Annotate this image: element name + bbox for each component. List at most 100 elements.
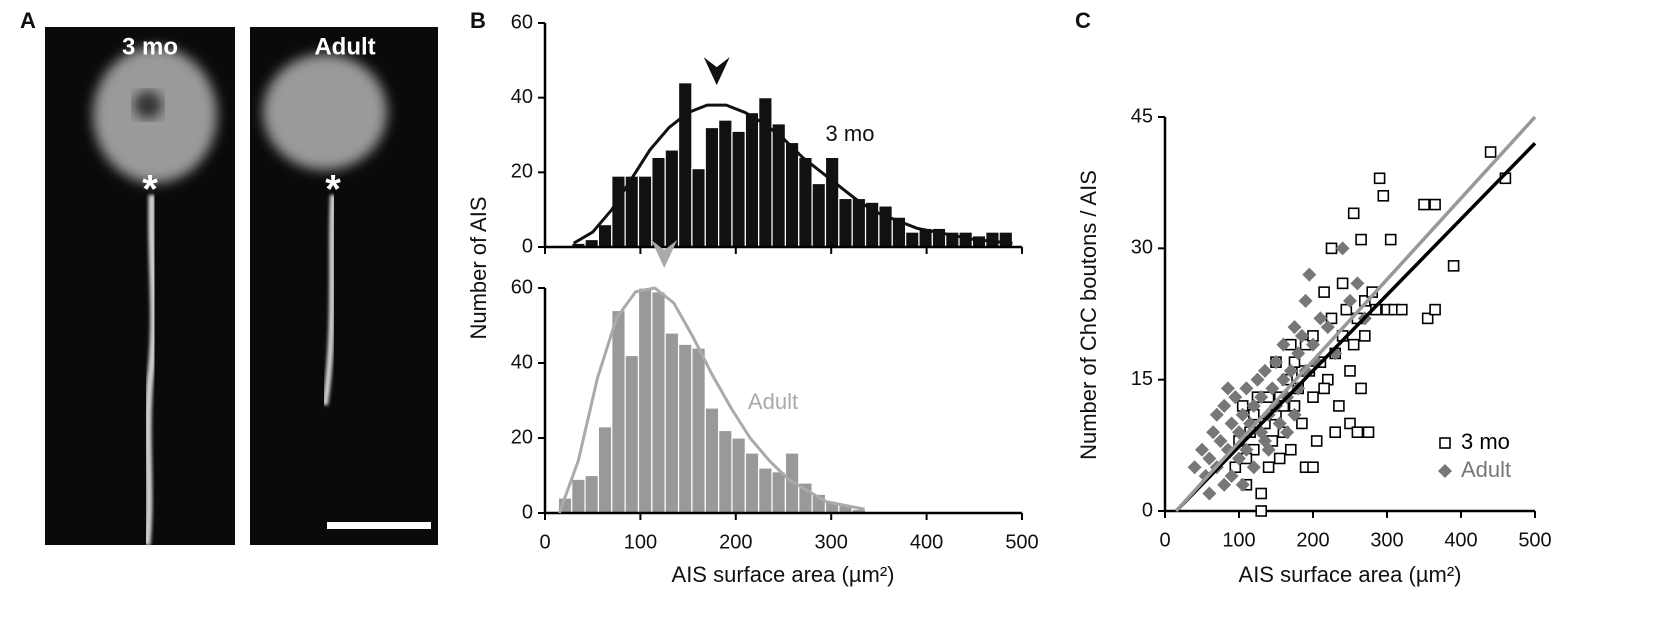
bar: [664, 332, 680, 514]
bar: [637, 175, 653, 248]
y-tick-label: 40: [511, 351, 533, 373]
peak-marker: [651, 240, 678, 268]
point: [1344, 365, 1356, 377]
x-tick-label: 200: [719, 531, 752, 553]
bar: [611, 309, 626, 514]
point: [1325, 242, 1338, 255]
x-tick-label: 300: [1370, 529, 1403, 551]
point: [1318, 382, 1330, 395]
point: [1313, 311, 1328, 326]
point: [1228, 390, 1243, 405]
point: [1239, 442, 1254, 457]
bar: [878, 205, 893, 248]
point: [1232, 451, 1246, 466]
point: [1255, 505, 1267, 517]
x-tick-label: 400: [910, 531, 943, 553]
bar: [624, 354, 640, 514]
legend-marker: [1439, 437, 1451, 449]
point: [1255, 487, 1267, 500]
y-tick-label: 20: [511, 426, 533, 448]
point: [1310, 435, 1323, 447]
point: [1246, 460, 1261, 475]
y-tick-label: 20: [511, 161, 533, 183]
point: [1291, 346, 1306, 361]
bar: [691, 347, 706, 514]
bar: [611, 175, 626, 248]
point: [1224, 468, 1239, 483]
ais-marker: *: [325, 168, 341, 212]
point: [1335, 241, 1350, 256]
micrograph: 3 mo *: [45, 27, 235, 546]
point: [1269, 398, 1283, 413]
point: [1239, 381, 1254, 396]
x-tick-label: 500: [1518, 529, 1551, 551]
legend-marker: [1438, 464, 1452, 478]
point: [1206, 425, 1221, 440]
point: [1265, 381, 1280, 396]
point: [1276, 337, 1291, 352]
bar: [637, 287, 653, 514]
point: [1355, 382, 1367, 395]
series-label: 3 mo: [826, 121, 875, 146]
series-label: Adult: [748, 389, 798, 414]
point: [1484, 146, 1497, 158]
point: [1209, 407, 1224, 422]
y-tick-label: 45: [1131, 105, 1153, 127]
point: [1250, 372, 1265, 387]
point: [1235, 477, 1250, 492]
y-tick-label: 30: [1131, 237, 1153, 259]
point: [1421, 312, 1434, 325]
point: [1362, 426, 1375, 439]
bar: [584, 474, 600, 514]
bar: [597, 426, 613, 514]
point: [1347, 338, 1360, 351]
ais-marker: *: [142, 168, 158, 212]
bar: [718, 429, 733, 514]
point: [1272, 416, 1287, 431]
bar: [744, 111, 760, 248]
point: [1246, 398, 1261, 413]
point: [1429, 303, 1441, 316]
point: [1302, 267, 1317, 282]
micrograph: Adult *: [250, 27, 438, 545]
point: [1269, 355, 1283, 370]
bar: [704, 126, 720, 248]
bar: [771, 471, 787, 514]
bar: [677, 343, 693, 514]
point: [1202, 486, 1217, 501]
point: [1447, 260, 1460, 272]
bar: [664, 149, 680, 248]
bar: [704, 407, 720, 514]
y-tick-label: 60: [511, 276, 533, 298]
point: [1213, 433, 1228, 448]
point: [1217, 477, 1232, 492]
bar: [571, 478, 586, 514]
axon: [143, 194, 158, 546]
point: [1351, 426, 1364, 439]
nucleus: [134, 91, 162, 119]
point: [1418, 198, 1430, 211]
y-tick-label: 60: [511, 11, 533, 33]
bar: [998, 231, 1014, 248]
point: [1347, 207, 1360, 220]
point: [1235, 407, 1250, 422]
point: [1359, 330, 1371, 342]
point: [1287, 320, 1302, 335]
point: [1195, 442, 1209, 457]
x-tick-label: 100: [624, 531, 657, 553]
point: [1306, 337, 1320, 352]
scale-bar: [327, 522, 431, 529]
point: [1254, 390, 1269, 405]
x-tick-label: 500: [1005, 531, 1038, 553]
point: [1429, 198, 1441, 211]
bar: [677, 82, 693, 248]
point: [1307, 391, 1319, 403]
point: [1288, 356, 1301, 368]
point: [1377, 190, 1390, 202]
bar: [718, 119, 733, 248]
peak-marker: [703, 57, 730, 86]
fit-curve: [557, 286, 865, 514]
point: [1257, 433, 1272, 448]
point: [1280, 425, 1295, 440]
axon: [322, 194, 336, 406]
